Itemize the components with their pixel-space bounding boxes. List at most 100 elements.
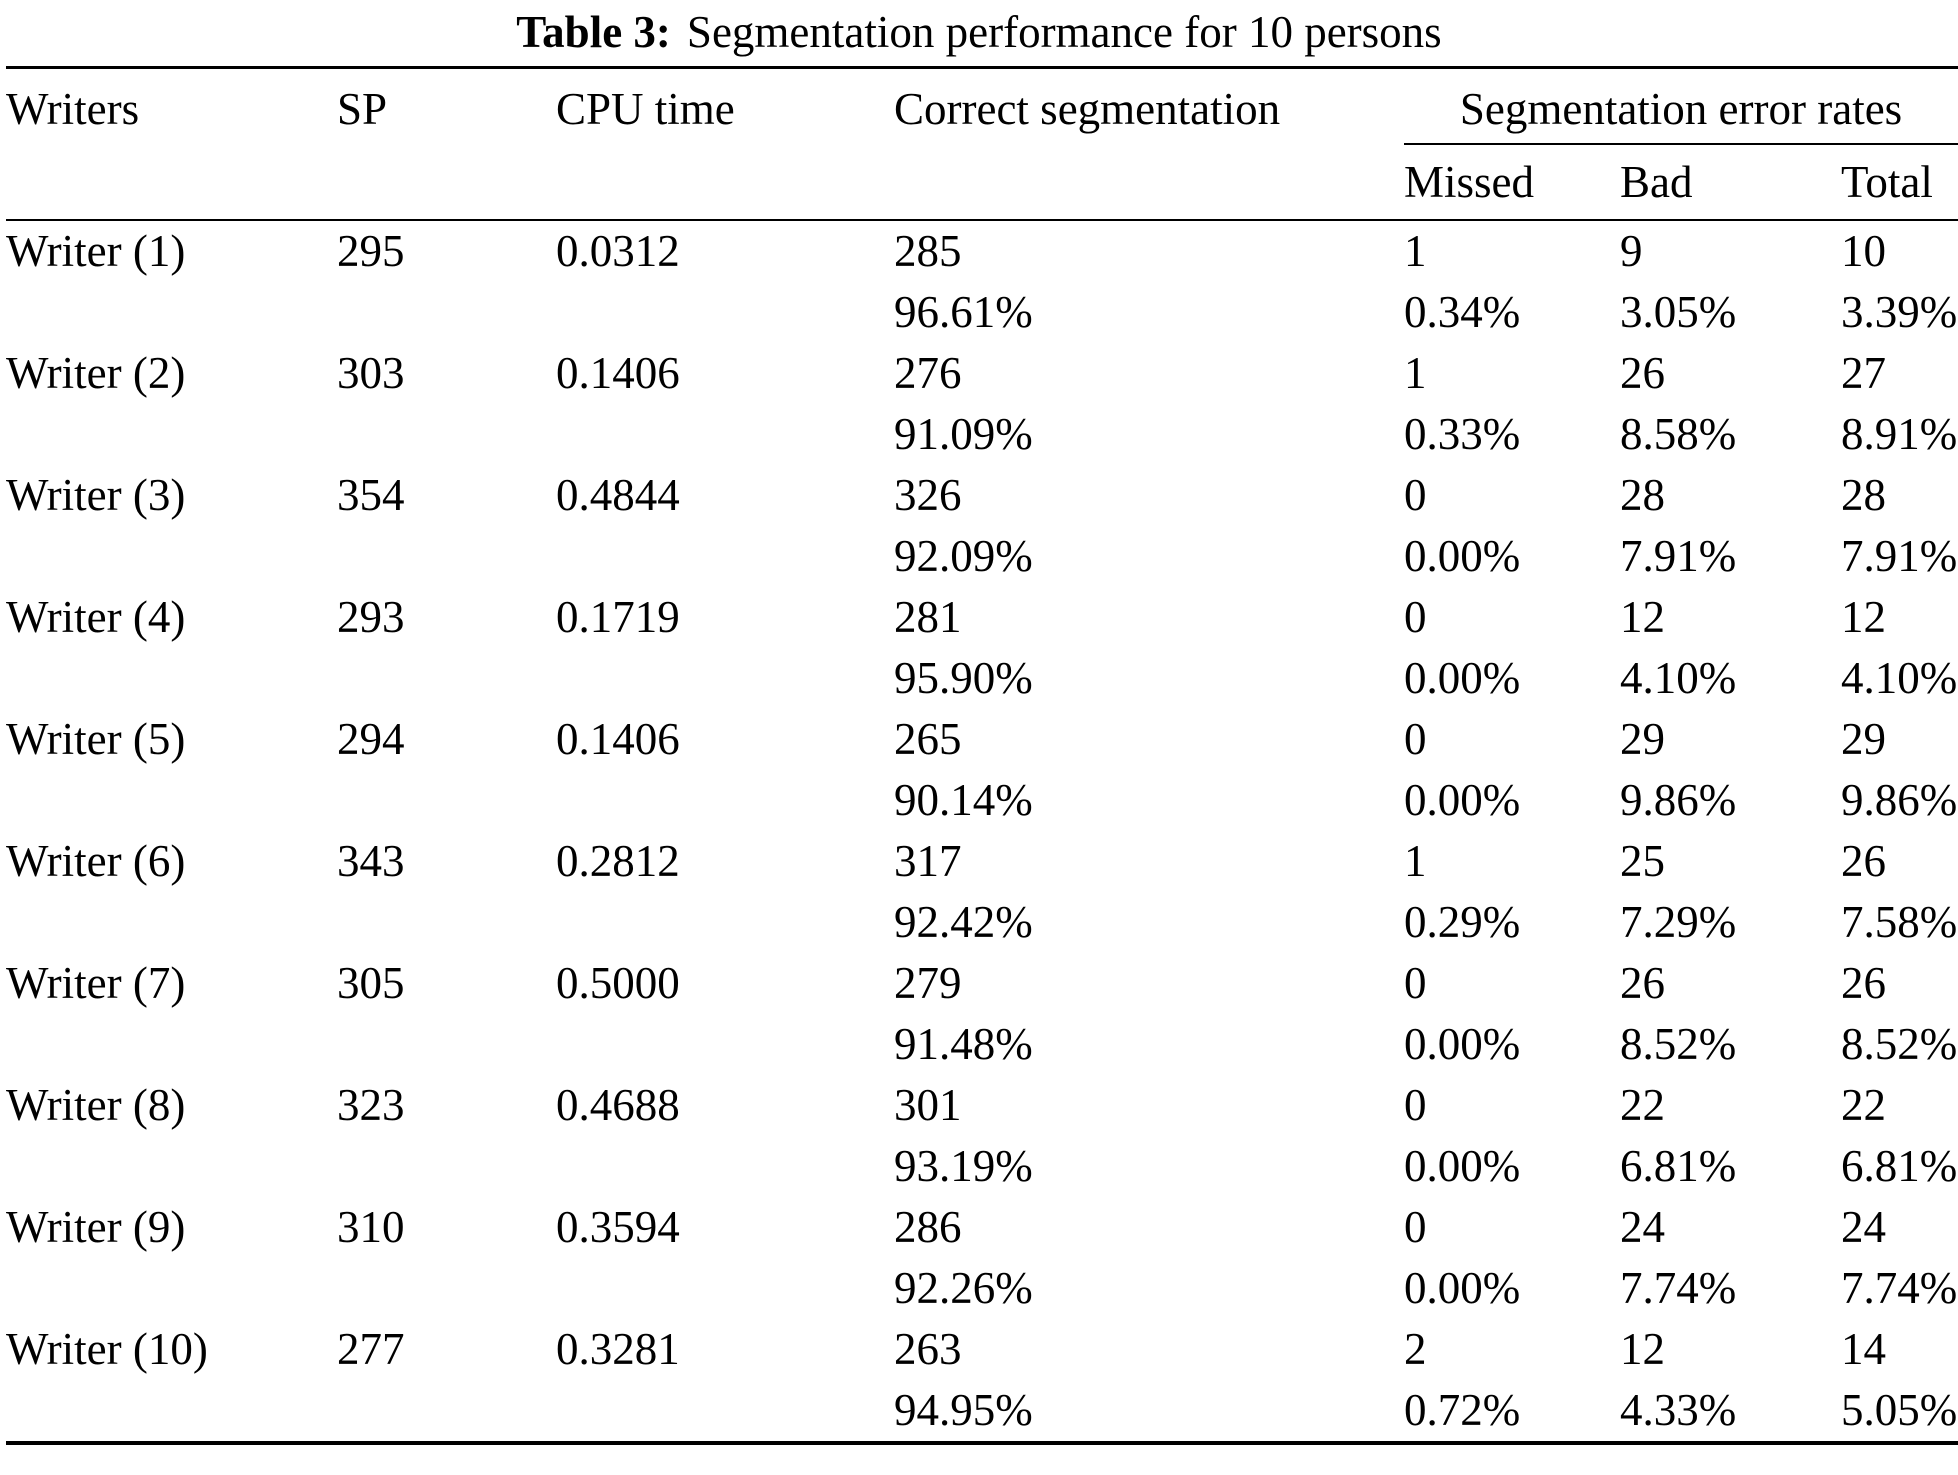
correct-count: 276 [894,348,962,398]
correct-percent: 92.42% [894,897,1033,947]
correct-count: 265 [894,714,962,764]
correct-count: 286 [894,1202,962,1252]
empty-cell [556,1136,894,1197]
writer-name: Writer (5) [6,714,186,764]
bad-percent: 7.74% [1620,1263,1737,1313]
missed-count: 0 [1404,1080,1427,1130]
total-percent: 8.52% [1841,1019,1958,1069]
missed-percent: 0.00% [1404,653,1521,703]
col-header-bad: Bad [1620,156,1693,207]
total-count: 24 [1841,1202,1886,1252]
total-count: 10 [1841,218,1958,282]
missed-count: 0 [1404,592,1427,642]
sp-value: 293 [337,592,405,642]
missed-count: 0 [1404,470,1427,520]
total-count: 12 [1841,592,1886,642]
writer-name: Writer (7) [6,958,186,1008]
writer-name: Writer (4) [6,592,186,642]
writer-percent-row: 92.26% 0.00% 7.74% 7.74% [6,1258,1958,1319]
correct-count: 263 [894,1324,962,1374]
bad-percent: 3.05% [1620,287,1737,337]
total-count: 26 [1841,958,1886,1008]
missed-count: 0 [1404,1202,1427,1252]
cpu-time-value: 0.3594 [556,1202,680,1252]
missed-percent: 0.00% [1404,531,1521,581]
bad-count: 12 [1620,592,1665,642]
total-percent: 4.10% [1841,653,1958,703]
writer-count-row: Writer (4) 293 0.1719 281 0 12 12 [6,587,1958,648]
correct-count: 281 [894,592,962,642]
bad-percent: 7.91% [1620,531,1737,581]
writer-count-row: Writer (2) 303 0.1406 276 1 26 27 [6,343,1958,404]
missed-percent: 0.00% [1404,1019,1521,1069]
total-percent: 7.91% [1841,531,1958,581]
correct-percent: 91.09% [894,409,1033,459]
empty-cell [337,1379,556,1445]
correct-percent: 92.26% [894,1263,1033,1313]
total-percent: 7.58% [1841,897,1958,947]
cpu-time-value: 0.2812 [556,836,680,886]
writer-count-row: Writer (6) 343 0.2812 317 1 25 26 [6,831,1958,892]
missed-percent: 0.33% [1404,409,1521,459]
correct-percent: 91.48% [894,1019,1033,1069]
total-percent: 7.74% [1841,1263,1958,1313]
correct-count: 301 [894,1080,962,1130]
missed-count: 1 [1404,218,1620,282]
empty-cell [337,1136,556,1197]
col-header-correct-segmentation: Correct segmentation [894,84,1281,134]
bad-percent: 8.58% [1620,409,1737,459]
empty-cell [6,770,337,831]
missed-count: 2 [1404,1324,1427,1374]
sp-value: 303 [337,348,405,398]
col-header-cpu-time: CPU time [556,84,735,134]
sp-value: 354 [337,470,405,520]
missed-percent: 0.34% [1404,287,1521,337]
total-count: 26 [1841,836,1886,886]
sp-value: 295 [337,218,556,282]
empty-cell [337,1014,556,1075]
correct-percent: 96.61% [894,287,1033,337]
bad-count: 9 [1620,218,1841,282]
writer-percent-row: 96.61% 0.34% 3.05% 3.39% [6,282,1958,343]
col-group-header-error-rates: Segmentation error rates [1404,67,1958,145]
empty-cell [337,892,556,953]
bad-percent: 7.29% [1620,897,1737,947]
cpu-time-value: 0.4688 [556,1080,680,1130]
empty-cell [556,1379,894,1445]
missed-count: 1 [1404,836,1427,886]
correct-count: 317 [894,836,962,886]
bad-count: 22 [1620,1080,1665,1130]
missed-count: 0 [1404,714,1427,764]
bad-percent: 4.10% [1620,653,1737,703]
col-header-sp: SP [337,84,388,134]
bad-count: 26 [1620,348,1665,398]
writer-percent-row: 92.42% 0.29% 7.29% 7.58% [6,892,1958,953]
cpu-time-value: 0.3281 [556,1324,680,1374]
writer-percent-row: 91.09% 0.33% 8.58% 8.91% [6,404,1958,465]
cpu-time-value: 0.1406 [556,714,680,764]
writer-percent-row: 91.48% 0.00% 8.52% 8.52% [6,1014,1958,1075]
writer-count-row: Writer (10) 277 0.3281 263 2 12 14 [6,1319,1958,1380]
empty-cell [556,1258,894,1319]
sp-value: 323 [337,1080,405,1130]
correct-count: 279 [894,958,962,1008]
empty-cell [556,526,894,587]
missed-count: 1 [1404,348,1427,398]
col-header-missed: Missed [1404,156,1535,207]
writer-count-row: Writer (3) 354 0.4844 326 0 28 28 [6,465,1958,526]
bad-count: 12 [1620,1324,1665,1374]
total-count: 14 [1841,1324,1886,1374]
bad-count: 25 [1620,836,1665,886]
total-percent: 6.81% [1841,1141,1958,1191]
empty-cell [6,892,337,953]
writer-name: Writer (1) [6,218,337,282]
correct-percent: 90.14% [894,775,1033,825]
writer-name: Writer (6) [6,836,186,886]
sp-value: 277 [337,1324,405,1374]
bad-percent: 9.86% [1620,775,1737,825]
table-body: Writer (1) 295 0.0312 285 1 9 10 96.61% … [6,218,1958,1445]
empty-cell [556,1014,894,1075]
cpu-time-value: 0.1406 [556,348,680,398]
correct-count: 326 [894,470,962,520]
writer-name: Writer (2) [6,348,186,398]
